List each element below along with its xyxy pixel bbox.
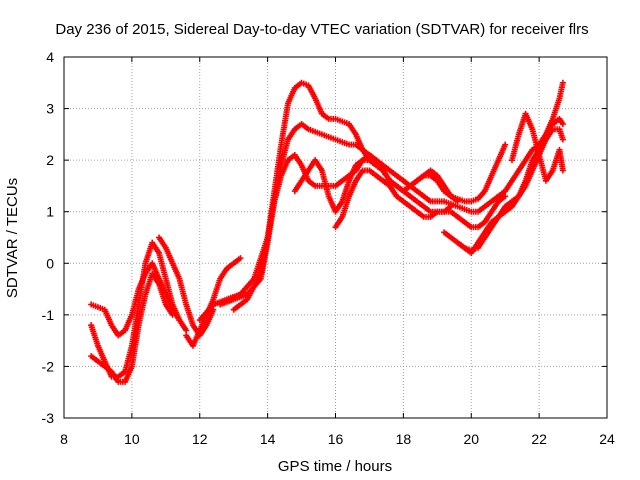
series-arc-10 — [332, 167, 509, 231]
series-arc-8 — [230, 151, 461, 313]
series-arc-3 — [88, 270, 176, 385]
data-point — [454, 198, 461, 205]
series-layer — [88, 79, 566, 385]
x-tick-label: 20 — [463, 431, 479, 447]
data-point — [237, 255, 244, 262]
x-axis-label: GPS time / hours — [278, 458, 392, 475]
x-tick-label: 18 — [396, 431, 412, 447]
data-point — [447, 203, 454, 210]
data-point — [169, 311, 176, 318]
y-tick-label: 2 — [46, 152, 54, 168]
y-axis-label: SDTVAR / TECUs — [4, 178, 21, 298]
data-point — [559, 79, 566, 86]
series-arc-6 — [196, 79, 509, 324]
y-tick-label: -3 — [42, 410, 55, 426]
x-tick-label: 16 — [328, 431, 344, 447]
x-tick-label: 8 — [60, 431, 68, 447]
data-point — [502, 141, 509, 148]
series-arc-9 — [291, 157, 454, 215]
y-tick-label: -2 — [42, 358, 55, 374]
data-point — [559, 167, 566, 174]
series-arc-12 — [454, 126, 566, 256]
y-axis: -3 -2 -1 0 1 2 3 4 — [42, 49, 607, 426]
chart-title: Day 236 of 2015, Sidereal Day-to-day VTE… — [55, 21, 588, 38]
x-tick-label: 12 — [192, 431, 208, 447]
data-point — [559, 136, 566, 143]
series-arc-13 — [508, 110, 566, 184]
series-arc-11 — [441, 79, 566, 254]
y-tick-label: -1 — [42, 307, 55, 323]
y-tick-label: 0 — [46, 255, 54, 271]
series-arc-4 — [156, 234, 217, 339]
data-point — [183, 327, 190, 334]
x-tick-label: 10 — [124, 431, 140, 447]
y-tick-label: 3 — [46, 101, 54, 117]
data-point — [559, 121, 566, 128]
y-tick-label: 4 — [46, 49, 54, 65]
x-tick-label: 24 — [599, 431, 615, 447]
x-axis: 8 10 12 14 16 18 20 22 24 — [60, 57, 615, 447]
data-point — [502, 193, 509, 200]
y-tick-label: 1 — [46, 204, 54, 220]
x-tick-label: 22 — [531, 431, 547, 447]
x-tick-label: 14 — [260, 431, 276, 447]
